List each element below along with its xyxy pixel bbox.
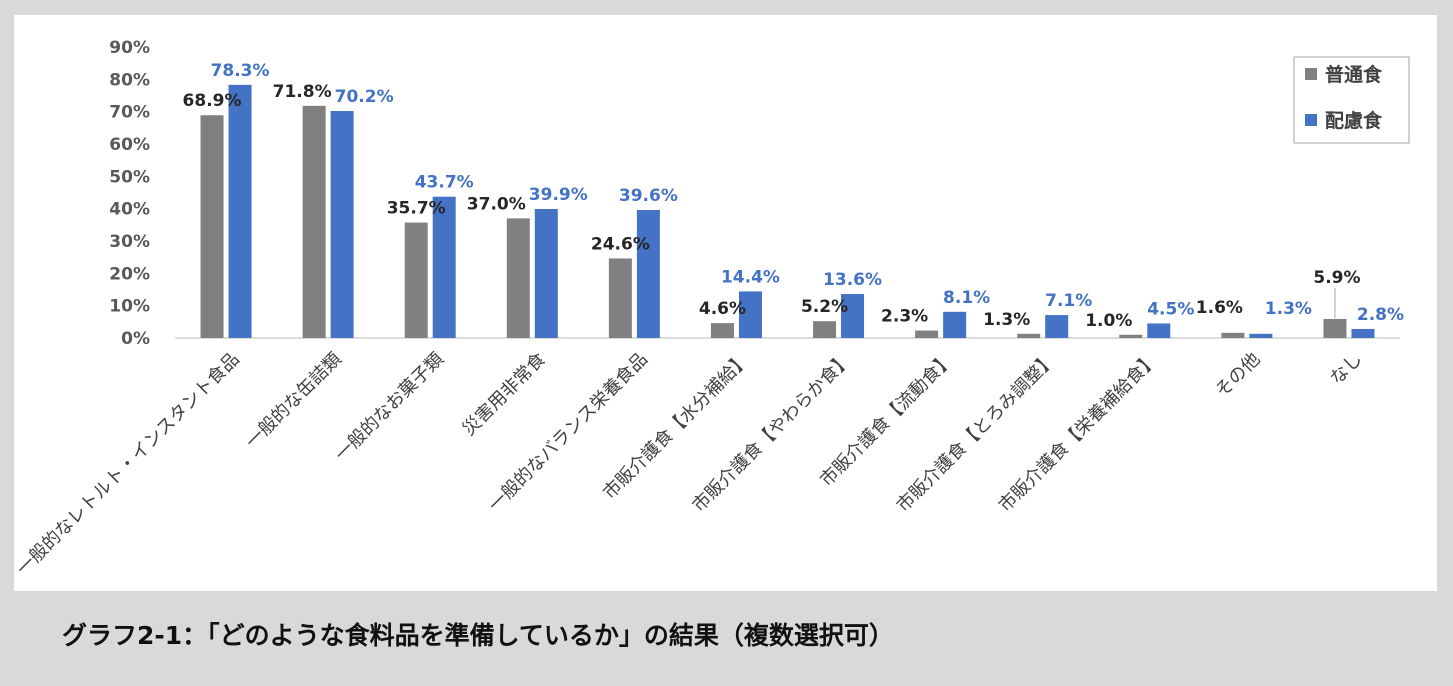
x-category-label: 一般的な缶詰類 [242,349,346,453]
bar-futsushoku [1119,334,1143,338]
data-label-futsushoku: 1.0% [1085,311,1132,331]
bar-futsushoku [710,323,734,338]
legend-label: 配慮食 [1325,109,1383,132]
data-label-futsushoku: 5.2% [801,297,848,317]
legend-swatch [1305,68,1317,80]
y-tick-label: 60% [109,135,150,155]
x-category-label: 災害用非常食 [459,349,550,440]
bar-hairyoshoku [841,294,865,338]
x-category-label: その他 [1211,349,1264,402]
data-label-hairyoshoku: 4.5% [1147,299,1194,319]
bar-futsushoku [608,258,632,338]
data-label-hairyoshoku: 1.3% [1265,299,1312,319]
data-label-futsushoku: 4.6% [699,299,746,319]
data-label-hairyoshoku: 78.3% [211,61,270,81]
bar-hairyoshoku [1249,333,1273,338]
y-tick-label: 20% [109,264,150,284]
y-tick-label: 40% [109,200,150,220]
bar-futsushoku [200,115,224,339]
x-category-label: なし [1326,349,1366,389]
bar-hairyoshoku [738,291,762,338]
data-label-futsushoku: 37.0% [467,194,526,214]
y-tick-label: 50% [109,167,150,187]
y-tick-label: 30% [109,232,150,252]
data-label-hairyoshoku: 7.1% [1045,291,1092,311]
bar-futsushoku [404,222,428,338]
bar-hairyoshoku [1045,315,1069,338]
data-label-futsushoku: 2.3% [881,307,928,327]
data-label-futsushoku: 1.3% [983,310,1030,330]
y-tick-label: 10% [109,297,150,317]
bar-futsushoku [1323,318,1347,338]
data-labels: 68.9% 78.3%71.8% 70.2% 35.7% 43.7%37.0% 39.9%… [183,61,1404,331]
bar-hairyoshoku [636,209,660,338]
data-label-hairyoshoku: 2.8% [1357,305,1404,325]
bar-hairyoshoku [1351,328,1375,338]
data-label-futsushoku: 5.9% [1313,268,1360,288]
bars [200,84,1375,339]
bar-hairyoshoku [432,196,456,338]
bar-futsushoku [302,105,326,338]
y-tick-label: 90% [109,38,150,58]
data-label-hairyoshoku: 39.6% [619,186,678,206]
bar-futsushoku [506,218,530,338]
bar-futsushoku [915,330,939,338]
bar-chart: 0% 10% 20% 30% 40% 50% 60% 70% 80% 90% 68.9% 78.3%… [14,38,1410,580]
y-axis: 0% 10% 20% 30% 40% 50% 60% 70% 80% 90% [109,38,1400,349]
bar-futsushoku [1017,333,1041,338]
data-label-hairyoshoku: 13.6% [823,270,882,290]
bar-futsushoku [813,321,837,338]
data-label-futsushoku: 1.6% [1196,298,1243,318]
data-label-futsushoku: 68.9% [183,91,242,111]
data-label-hairyoshoku: 14.4% [721,267,780,287]
bar-hairyoshoku [1147,323,1171,338]
legend-swatch [1305,114,1317,126]
data-label-hairyoshoku: 43.7% [415,173,474,193]
bar-hairyoshoku [228,84,252,338]
chart-panel: 0% 10% 20% 30% 40% 50% 60% 70% 80% 90% 68.9% 78.3%… [14,15,1437,591]
data-label-futsushoku: 24.6% [591,234,650,254]
data-label-futsushoku: 71.8% [273,82,332,102]
y-tick-label: 70% [109,103,150,123]
data-label-hairyoshoku: 70.2% [335,87,394,107]
data-label-hairyoshoku: 39.9% [529,185,588,205]
bar-hairyoshoku [534,208,558,338]
y-tick-label: 0% [121,329,150,349]
y-tick-label: 80% [109,70,150,90]
data-label-hairyoshoku: 8.1% [943,288,990,308]
bar-futsushoku [1221,332,1245,338]
chart-caption: グラフ2-1：「どのような食料品を準備しているか」の結果（複数選択可） [62,621,894,650]
bar-hairyoshoku [330,111,354,339]
x-category-label: 一般的なお菓子類 [331,349,448,466]
bar-hairyoshoku [943,311,967,338]
data-label-futsushoku: 35.7% [387,199,446,219]
legend-label: 普通食 [1325,63,1383,86]
x-category-label: 一般的なレトルト・インスタント食品 [14,349,244,580]
